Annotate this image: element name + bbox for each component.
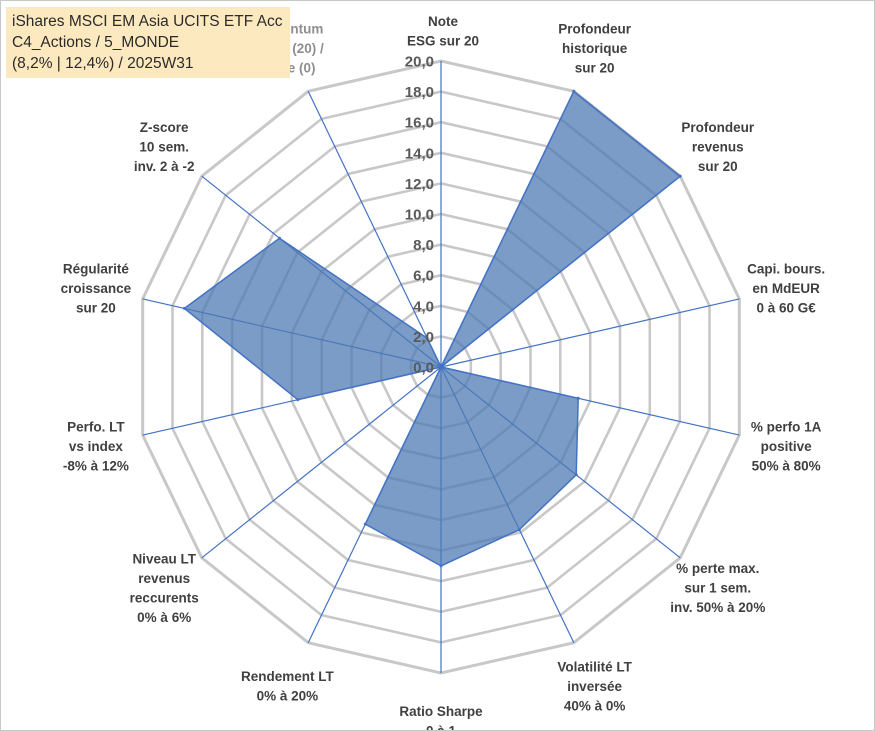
axis-label-7: Ratio Sharpe 0 à 1 (399, 704, 483, 730)
data-point-9 (439, 365, 443, 369)
fund-category: C4_Actions / 5_MONDE (12, 34, 180, 51)
tick-label: 20,0 (405, 54, 434, 71)
tick-label: 0,0 (413, 360, 434, 377)
axis-label-line: revenus (138, 571, 190, 586)
axis-label-line: 10 sem. (139, 139, 189, 154)
axis-label-line: inv. 2 à -2 (134, 159, 195, 174)
axis-label-line: 0 à 1 (426, 724, 457, 731)
data-point-11 (182, 306, 186, 310)
tick-label: 4,0 (413, 298, 434, 315)
data-point-8 (363, 522, 367, 526)
axis-label-line: % perfo 1A (751, 419, 822, 434)
axis-label-line: reccurents (130, 591, 199, 606)
axis-label-line: positive (761, 439, 813, 454)
axis-label-line: Niveau LT (132, 552, 196, 567)
axis-label-line: ESG sur 20 (407, 34, 479, 49)
axis-label-line: inv. 50% à 20% (670, 600, 765, 615)
axis-label-line: sur 20 (575, 61, 615, 76)
axis-label-6: Volatilité LT inversée 40% à 0% (557, 659, 632, 713)
data-point-13 (425, 336, 429, 340)
axis-label-line: Capi. bours. (747, 262, 825, 277)
axis-label-line: croissance (61, 281, 132, 296)
axis-label-line: Régularité (63, 262, 130, 277)
axis-label-line: sur 1 sem. (684, 581, 751, 596)
axis-label-1: Profondeur historique sur 20 (558, 22, 631, 76)
data-point-5 (574, 473, 578, 477)
tick-label: 10,0 (405, 207, 434, 224)
axis-label-line: Perfo. LT (67, 419, 125, 434)
axis-label-2: Profondeur revenus sur 20 (681, 120, 754, 174)
axis-label-line: 50% à 80% (752, 458, 821, 473)
axis-spoke-9 (201, 366, 442, 559)
axis-label-line: Profondeur (681, 120, 754, 135)
axis-label-12: Z-score 10 sem. inv. 2 à -2 (134, 120, 195, 174)
axis-label-3: Capi. bours. en MdEUR 0 à 60 G€ (747, 262, 825, 316)
axis-label-10: Perfo. LT vs index -8% à 12% (63, 419, 129, 473)
tick-label: 12,0 (405, 176, 434, 193)
axis-label-line: inversée (567, 679, 622, 694)
data-point-12 (278, 236, 281, 240)
tick-label: 14,0 (405, 145, 434, 162)
label-layer: Note ESG sur 20 Profondeur historique sur 20… (61, 14, 825, 730)
tick-label: 8,0 (413, 237, 434, 254)
data-point-4 (576, 396, 580, 400)
axis-label-line: Ratio Sharpe (399, 704, 483, 719)
tick-label: 18,0 (405, 84, 434, 101)
axis-label-line: % perte max. (676, 561, 759, 576)
data-point-7 (439, 564, 443, 568)
axis-label-line: 40% à 0% (564, 698, 626, 713)
data-point-1 (572, 89, 576, 93)
axis-label-line: -8% à 12% (63, 458, 129, 473)
data-point-2 (678, 174, 682, 178)
axis-label-line: revenus (692, 139, 744, 154)
tick-label: 16,0 (405, 115, 434, 132)
axis-label-8: Rendement LT 0% à 20% (241, 669, 335, 704)
axis-label-line: vs index (69, 439, 124, 454)
axis-label-line: Profondeur (558, 22, 631, 37)
axis-label-4: % perfo 1A positive 50% à 80% (751, 419, 822, 473)
axis-label-line: 0% à 6% (137, 610, 191, 625)
tick-layer: 0,0 2,0 4,0 6,0 8,0 10,0 12,0 14,0 16,0 18,0 20,0 (405, 54, 434, 377)
fund-info-box: iShares MSCI EM Asia UCITS ETF Acc C4_Ac… (6, 7, 291, 78)
axis-label-line: 0 à 60 G€ (756, 301, 816, 316)
axis-label-line: sur 20 (698, 159, 738, 174)
axis-label-line: Rendement LT (241, 669, 335, 684)
series-layer (182, 89, 682, 568)
axis-label-9: Niveau LT revenus reccurents 0% à 6% (130, 552, 199, 626)
fund-name: iShares MSCI EM Asia UCITS ETF Acc (12, 13, 283, 30)
axis-spoke-3 (440, 298, 740, 368)
data-point-6 (517, 528, 521, 532)
axis-label-0: Note ESG sur 20 (407, 14, 479, 49)
axis-spoke-13 (307, 91, 442, 368)
axis-label-line: sur 20 (76, 301, 116, 316)
axis-label-11: Régularité croissance sur 20 (61, 262, 132, 316)
tick-label: 2,0 (413, 329, 434, 346)
axis-label-line: historique (562, 41, 628, 56)
axis-label-5: % perte max. sur 1 sem. inv. 50% à 20% (670, 561, 765, 615)
axis-label-line: 0% à 20% (257, 689, 319, 704)
axis-label-line: en MdEUR (752, 281, 820, 296)
tick-label: 6,0 (413, 268, 434, 285)
axis-label-line: Note (428, 14, 458, 29)
axis-label-line: Volatilité LT (557, 659, 632, 674)
fund-stats: (8,2% | 12,4%) / 2025W31 (12, 55, 194, 72)
axis-label-line: Z-score (140, 120, 189, 135)
data-point-10 (296, 398, 300, 402)
